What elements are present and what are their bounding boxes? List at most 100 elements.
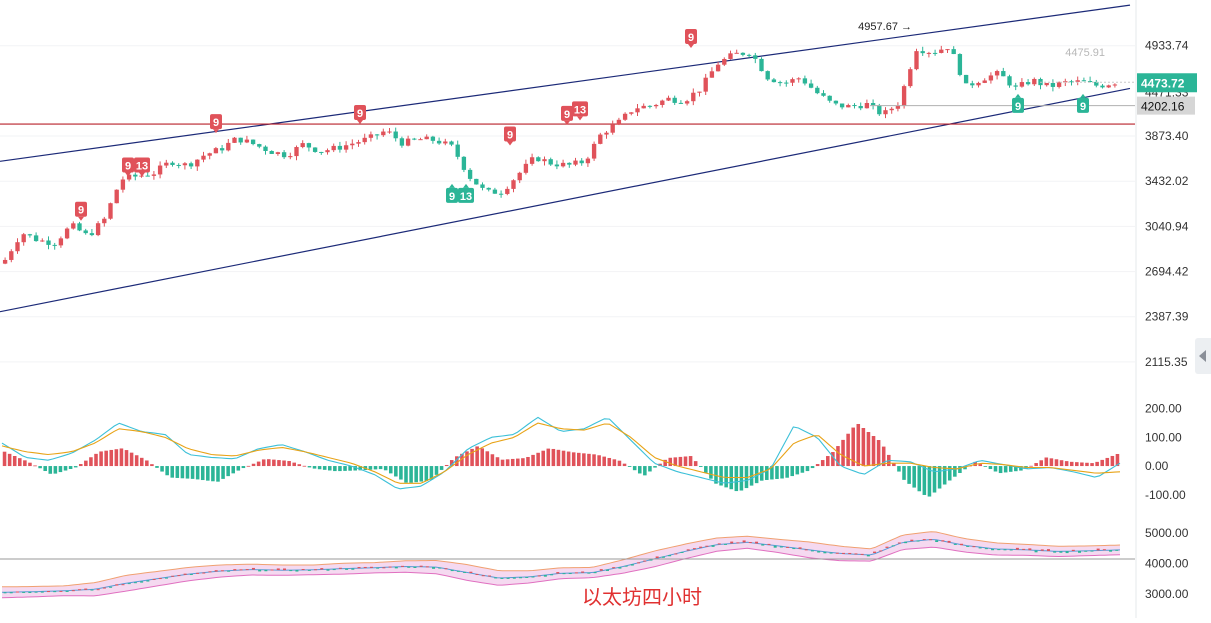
candle[interactable] <box>114 189 119 204</box>
candle[interactable] <box>412 137 417 141</box>
candle[interactable] <box>170 161 175 167</box>
candle[interactable] <box>951 46 956 55</box>
td-sell-marker[interactable]: 9 <box>354 105 366 125</box>
candle[interactable] <box>288 152 293 160</box>
candle[interactable] <box>598 132 603 145</box>
candle[interactable] <box>542 156 547 166</box>
candle[interactable] <box>120 176 126 193</box>
candle[interactable] <box>852 103 857 109</box>
td-sell-marker[interactable]: 9 <box>122 157 134 177</box>
candle[interactable] <box>1106 84 1111 89</box>
candle[interactable] <box>994 69 1000 80</box>
candle[interactable] <box>908 67 913 88</box>
bollinger-lower-line[interactable] <box>1 546 1121 599</box>
candle[interactable] <box>870 99 876 110</box>
candle[interactable] <box>945 49 950 53</box>
candle[interactable] <box>350 139 355 150</box>
candle[interactable] <box>337 141 343 153</box>
candle[interactable] <box>1081 77 1087 82</box>
bollinger-panel[interactable]: 以太坊四小时 <box>0 531 1135 609</box>
td-buy-marker[interactable]: 9 <box>1077 93 1089 113</box>
candle[interactable] <box>71 221 76 230</box>
candle[interactable] <box>1075 76 1080 86</box>
candle[interactable] <box>1100 84 1105 89</box>
candle[interactable] <box>207 152 212 160</box>
candle[interactable] <box>970 80 975 89</box>
candle[interactable] <box>653 103 659 109</box>
candle[interactable] <box>1069 79 1074 86</box>
candle[interactable] <box>1025 79 1031 86</box>
candle[interactable] <box>901 84 907 109</box>
candle[interactable] <box>666 95 671 102</box>
candle[interactable] <box>300 140 305 149</box>
candle[interactable] <box>1087 76 1093 83</box>
candle[interactable] <box>629 112 634 116</box>
candle[interactable] <box>133 172 138 181</box>
candle[interactable] <box>920 46 925 56</box>
candle[interactable] <box>312 147 318 153</box>
candle[interactable] <box>275 151 281 156</box>
candle[interactable] <box>988 72 994 84</box>
candle[interactable] <box>108 202 113 220</box>
candle[interactable] <box>157 161 163 179</box>
candle[interactable] <box>697 91 702 97</box>
candle[interactable] <box>474 178 479 185</box>
td-buy-marker[interactable]: 9 <box>1012 93 1024 113</box>
candle[interactable] <box>808 79 814 89</box>
candle[interactable] <box>250 139 256 146</box>
candle[interactable] <box>219 144 225 154</box>
candle[interactable] <box>932 49 938 56</box>
candle[interactable] <box>213 146 219 154</box>
candle[interactable] <box>2 257 8 265</box>
candle[interactable] <box>368 131 374 142</box>
candle[interactable] <box>145 172 150 177</box>
candle[interactable] <box>430 135 436 144</box>
candle[interactable] <box>319 151 324 155</box>
channel-upper-line[interactable] <box>0 4 1131 162</box>
candle[interactable] <box>27 233 33 238</box>
candle[interactable] <box>536 156 541 162</box>
td-buy-marker[interactable]: 13 <box>458 183 474 203</box>
candle[interactable] <box>722 57 727 67</box>
candle[interactable] <box>201 151 206 163</box>
candle[interactable] <box>182 162 188 170</box>
candle[interactable] <box>418 137 423 141</box>
candle[interactable] <box>1094 79 1099 88</box>
candle[interactable] <box>257 143 262 149</box>
candle[interactable] <box>263 145 268 155</box>
candle[interactable] <box>15 238 20 254</box>
candle[interactable] <box>790 77 795 87</box>
candle[interactable] <box>356 139 361 147</box>
candle[interactable] <box>957 53 963 77</box>
candle[interactable] <box>480 182 485 191</box>
candle[interactable] <box>889 107 894 114</box>
candle[interactable] <box>827 95 832 103</box>
candle[interactable] <box>1112 83 1118 88</box>
candle[interactable] <box>746 53 752 58</box>
candle[interactable] <box>672 95 677 105</box>
candle[interactable] <box>1019 78 1025 88</box>
candle[interactable] <box>294 145 299 161</box>
candle[interactable] <box>164 159 169 169</box>
td-sell-marker[interactable]: 9 <box>210 114 222 134</box>
candle[interactable] <box>492 187 498 194</box>
td-sell-marker[interactable]: 13 <box>572 101 588 121</box>
candle[interactable] <box>560 159 566 168</box>
candle[interactable] <box>64 227 70 240</box>
candle[interactable] <box>684 99 690 106</box>
candle[interactable] <box>523 159 529 175</box>
candle[interactable] <box>591 141 597 161</box>
candle[interactable] <box>821 90 826 97</box>
candle[interactable] <box>660 99 665 108</box>
candle[interactable] <box>374 134 380 140</box>
candle[interactable] <box>976 81 981 88</box>
macd-dea-line[interactable] <box>1 422 1121 484</box>
candle[interactable] <box>151 171 157 180</box>
candle[interactable] <box>883 107 888 119</box>
candle[interactable] <box>102 216 107 227</box>
candle[interactable] <box>424 134 429 140</box>
candle[interactable] <box>740 52 746 57</box>
candle[interactable] <box>846 103 851 108</box>
